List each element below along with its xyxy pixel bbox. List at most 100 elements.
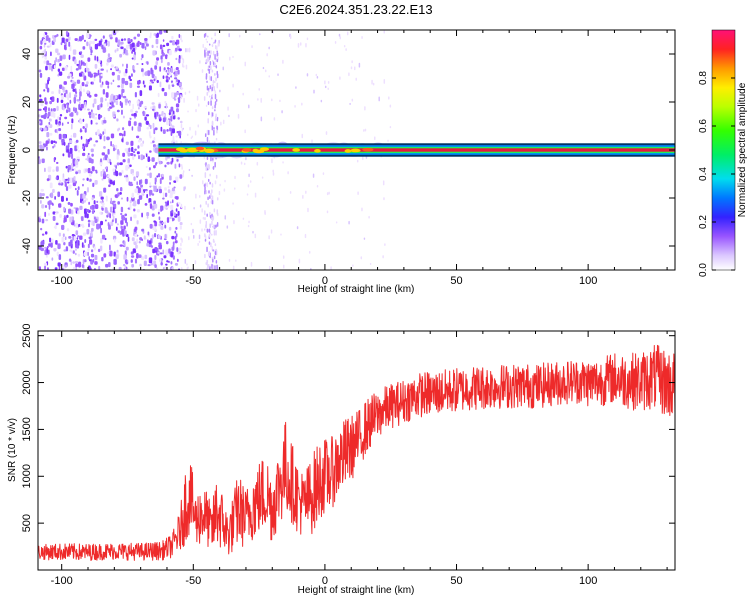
noise-speckle xyxy=(85,67,89,71)
noise-speckle xyxy=(129,199,132,204)
noise-speckle xyxy=(103,135,106,142)
noise-speckle-faint xyxy=(182,170,185,173)
noise-speckle xyxy=(85,62,88,68)
noise-speckle xyxy=(101,207,103,210)
noise-speckle-faint xyxy=(198,234,201,240)
noise-speckle xyxy=(153,185,157,192)
noise-speckle xyxy=(158,216,161,221)
noise-speckle xyxy=(44,48,46,55)
noise-speckle xyxy=(52,107,56,112)
noise-speckle xyxy=(89,40,93,45)
noise-speckle xyxy=(121,77,125,84)
noise-speckle xyxy=(94,63,98,69)
noise-speckle xyxy=(61,138,65,144)
noise-stripe-speckle xyxy=(211,44,214,47)
noise-speckle-faint xyxy=(226,225,229,229)
noise-speckle xyxy=(58,133,62,140)
noise-speckle xyxy=(66,181,70,184)
noise-speckle-faint xyxy=(273,117,276,121)
noise-speckle xyxy=(81,82,85,87)
noise-speckle-faint xyxy=(214,72,216,76)
noise-stripe-speckle xyxy=(215,113,217,118)
noise-speckle-faint xyxy=(182,127,184,130)
noise-speckle xyxy=(41,204,45,209)
noise-speckle xyxy=(87,251,89,257)
noise-stripe-speckle xyxy=(206,259,208,266)
noise-speckle-faint xyxy=(260,116,263,122)
noise-stripe-speckle xyxy=(211,199,214,205)
noise-speckle xyxy=(38,69,42,73)
snr-x-tick-label: -50 xyxy=(185,575,201,587)
noise-speckle-faint xyxy=(180,164,183,167)
noise-speckle xyxy=(82,259,85,265)
noise-stripe-speckle xyxy=(208,95,211,98)
noise-speckle xyxy=(175,103,180,108)
noise-speckle xyxy=(173,212,176,217)
noise-speckle xyxy=(44,231,48,235)
noise-speckle-faint xyxy=(268,75,270,78)
noise-speckle-faint xyxy=(197,242,199,246)
noise-speckle xyxy=(47,267,49,270)
noise-speckle xyxy=(136,238,139,244)
noise-speckle-faint xyxy=(180,267,183,270)
noise-speckle xyxy=(156,45,158,49)
noise-speckle xyxy=(39,215,42,219)
noise-speckle xyxy=(115,165,117,169)
noise-speckle xyxy=(99,84,103,88)
noise-speckle xyxy=(169,201,172,204)
noise-speckle-faint xyxy=(277,73,279,76)
noise-speckle xyxy=(75,68,79,71)
noise-speckle xyxy=(44,211,47,218)
noise-speckle xyxy=(58,89,61,94)
noise-speckle-faint xyxy=(243,162,246,166)
noise-stripe-speckle xyxy=(204,52,206,58)
noise-speckle xyxy=(148,123,151,127)
noise-speckle xyxy=(133,121,137,126)
noise-stripe-speckle xyxy=(204,253,206,259)
noise-speckle xyxy=(158,160,162,165)
noise-speckle xyxy=(127,41,131,44)
noise-speckle-faint xyxy=(180,203,183,209)
noise-speckle-faint xyxy=(256,161,259,166)
noise-speckle-faint xyxy=(287,171,289,175)
noise-speckle-faint xyxy=(371,79,373,85)
noise-speckle xyxy=(79,130,83,133)
noise-speckle-faint xyxy=(343,45,346,48)
noise-speckle-faint xyxy=(205,104,208,107)
noise-speckle xyxy=(61,67,65,72)
noise-speckle xyxy=(91,166,95,172)
noise-speckle xyxy=(165,249,169,256)
noise-speckle xyxy=(139,102,142,108)
noise-stripe-speckle xyxy=(203,96,206,101)
noise-speckle xyxy=(41,193,45,197)
noise-speckle xyxy=(65,181,67,188)
noise-stripe-speckle xyxy=(209,54,211,58)
noise-speckle-faint xyxy=(207,35,209,38)
noise-speckle-faint xyxy=(363,129,365,132)
noise-speckle xyxy=(107,174,110,178)
noise-speckle xyxy=(55,222,59,226)
noise-speckle xyxy=(130,140,134,146)
noise-speckle xyxy=(59,62,62,67)
noise-speckle xyxy=(175,226,178,230)
noise-speckle xyxy=(84,101,87,107)
noise-stripe-speckle xyxy=(207,203,209,208)
noise-speckle xyxy=(63,141,66,146)
noise-speckle xyxy=(152,224,155,231)
noise-speckle xyxy=(86,32,90,39)
noise-speckle xyxy=(176,158,179,162)
noise-speckle xyxy=(121,91,123,98)
noise-speckle xyxy=(166,42,170,47)
noise-speckle xyxy=(171,128,175,134)
noise-speckle xyxy=(79,205,83,210)
noise-speckle xyxy=(73,176,76,181)
noise-stripe-speckle xyxy=(211,69,214,73)
spectrogram-x-tick-label: 50 xyxy=(450,275,462,287)
noise-speckle xyxy=(177,202,181,205)
noise-speckle xyxy=(40,188,44,192)
noise-speckle xyxy=(102,47,106,53)
noise-speckle xyxy=(136,220,139,225)
spectrogram-x-tick-label: 100 xyxy=(579,275,597,287)
noise-speckle xyxy=(175,91,180,96)
noise-speckle-faint xyxy=(327,87,329,91)
